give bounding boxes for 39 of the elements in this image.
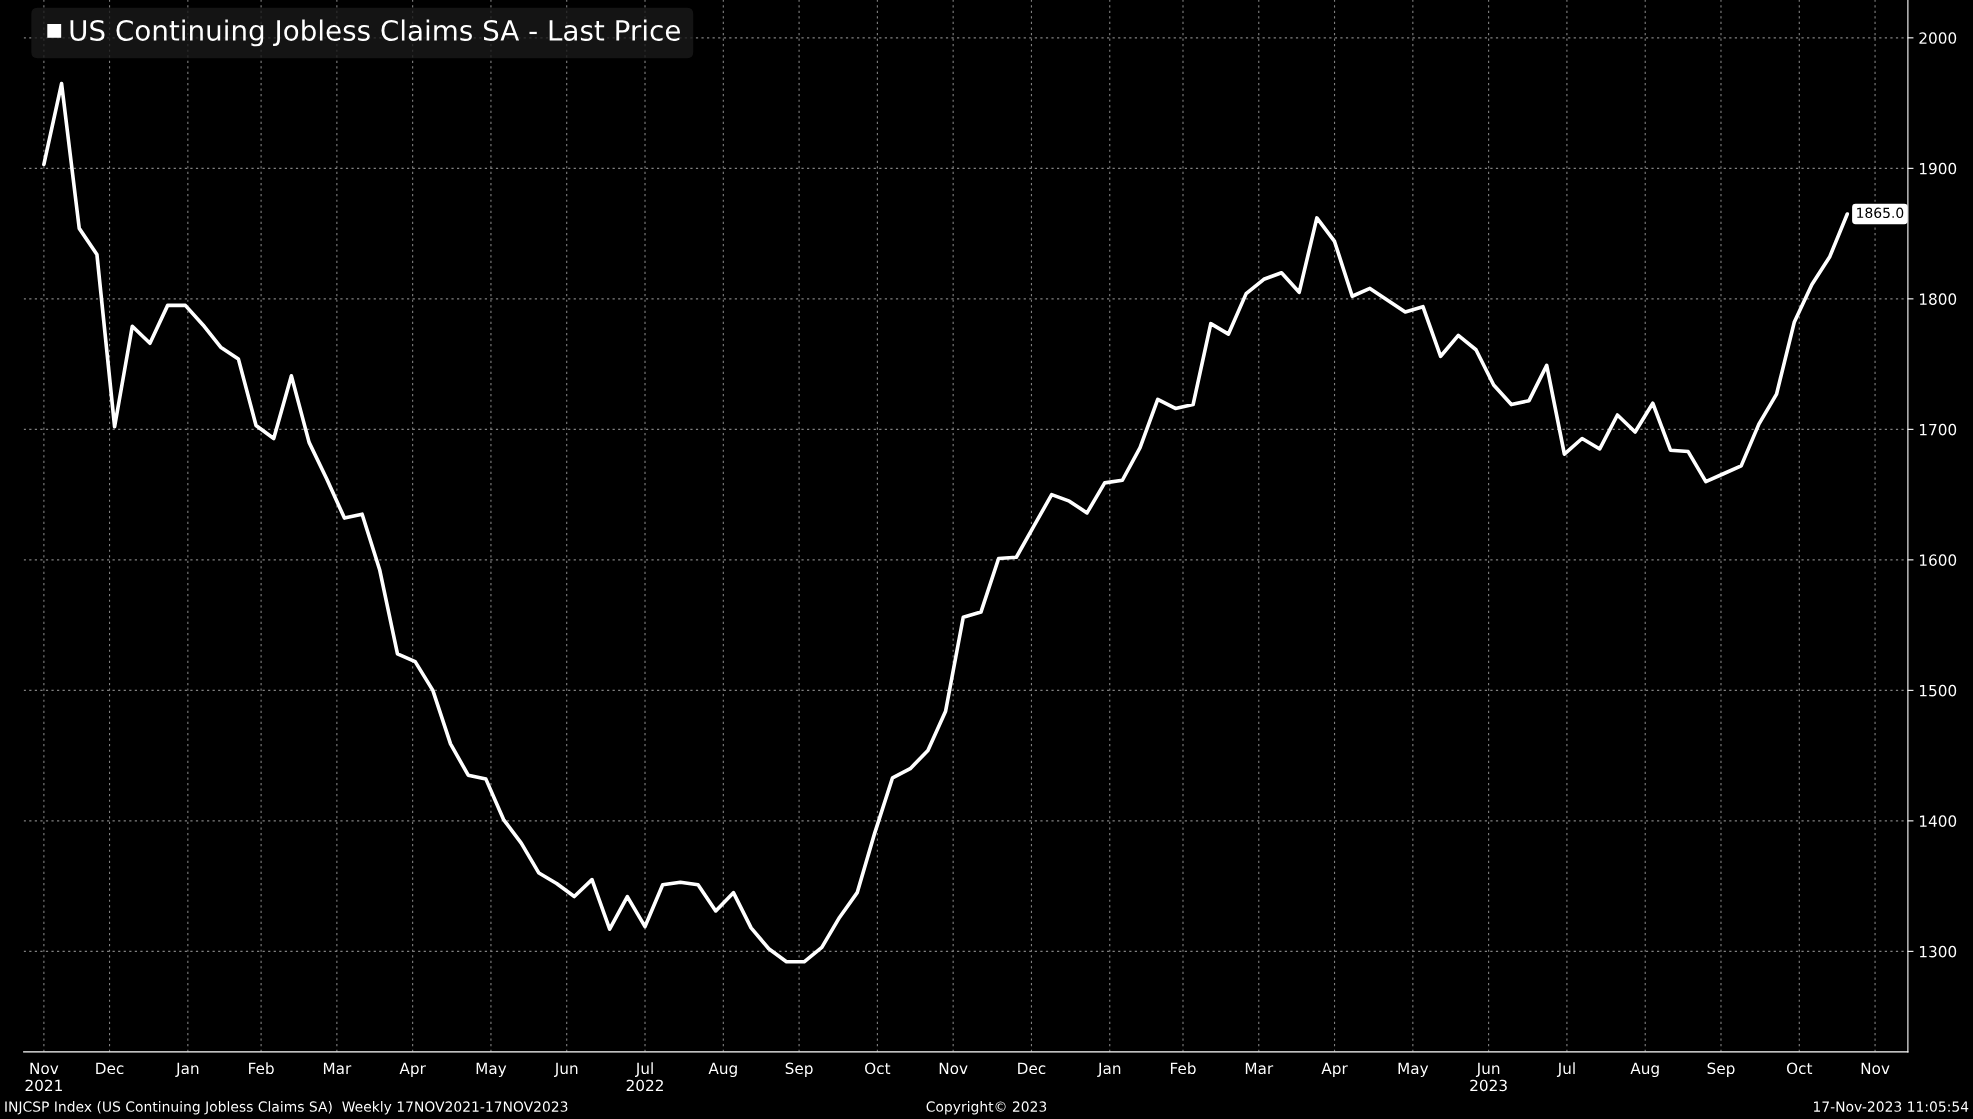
x-tick-label: Jun 2023 bbox=[1470, 1062, 1507, 1092]
x-tick-label: Apr bbox=[1321, 1062, 1348, 1078]
y-tick-label: 1700 bbox=[1919, 423, 1957, 436]
x-tick-label: Mar bbox=[323, 1062, 352, 1075]
text: INJCSP Index (US Continuing Jobless Claims SA) Weekly 17NOV2021-17NOV2023 bbox=[5, 1101, 568, 1115]
legend-label: US Continuing Jobless Claims SA - Last Price bbox=[70, 19, 680, 47]
y-tick-label: 1400 bbox=[1919, 815, 1957, 827]
x-tick-label: Aug bbox=[708, 1062, 737, 1078]
x-tick-label: Sep bbox=[785, 1062, 813, 1078]
x-tick-label: Jan bbox=[1097, 1062, 1121, 1077]
x-tick-label: Jun bbox=[553, 1062, 578, 1077]
x-tick-label: May bbox=[1398, 1062, 1429, 1078]
x-tick-label: Oct bbox=[1786, 1062, 1813, 1075]
x-tick-label: Dec bbox=[1018, 1062, 1046, 1075]
x-tick-label: Mar bbox=[1245, 1062, 1274, 1075]
text: Copyright© 2023 bbox=[926, 1101, 1047, 1115]
x-tick-label: Jul bbox=[1556, 1062, 1575, 1077]
x-tick-label: Aug bbox=[1630, 1062, 1659, 1078]
y-tick-label: 2000 bbox=[1919, 32, 1957, 44]
x-tick-label: Sep bbox=[1707, 1062, 1735, 1078]
y-tick-label: 1900 bbox=[1919, 162, 1957, 175]
x-tick-label: Apr bbox=[399, 1062, 426, 1078]
x-tick-label: May bbox=[476, 1062, 507, 1078]
line-series bbox=[42, 81, 1850, 964]
annotation: 1865.0 bbox=[1857, 207, 1904, 219]
x-tick-label: Dec bbox=[96, 1062, 124, 1075]
x-tick-label: Feb bbox=[1170, 1062, 1196, 1075]
text: 17-Nov-2023 11:05:54 bbox=[1814, 1101, 1969, 1112]
x-tick-label: Nov 2021 bbox=[25, 1062, 62, 1092]
y-tick-label: 1300 bbox=[1919, 945, 1957, 958]
y-tick-label: 1500 bbox=[1919, 684, 1957, 697]
x-tick-label: Jan bbox=[175, 1062, 199, 1077]
y-tick-label: 1800 bbox=[1919, 293, 1957, 305]
y-tick-label: 1600 bbox=[1919, 554, 1957, 566]
x-tick-label: Oct bbox=[865, 1062, 891, 1075]
x-tick-label: Jul 2022 bbox=[626, 1062, 663, 1092]
x-tick-label: Nov bbox=[939, 1062, 968, 1075]
x-tick-label: Feb bbox=[249, 1062, 274, 1075]
x-tick-label: Nov bbox=[1861, 1062, 1890, 1075]
